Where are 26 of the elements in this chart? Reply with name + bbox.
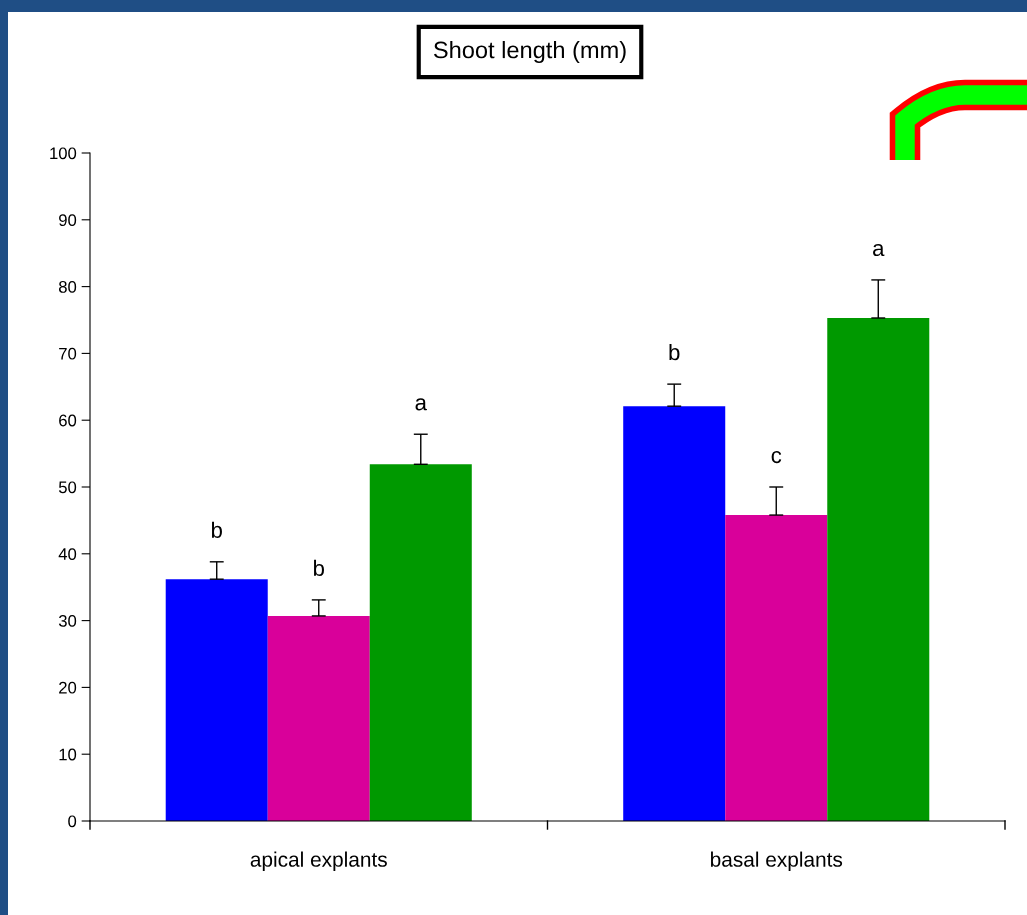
x-tick-label: basal explants — [711, 851, 843, 871]
y-tick-label: 30 — [58, 615, 77, 627]
bar — [623, 406, 726, 821]
x-tick-label: apical explants — [250, 851, 387, 871]
bar — [267, 615, 370, 821]
y-tick-label: 100 — [50, 147, 77, 160]
bar — [369, 464, 472, 821]
y-tick-label: 80 — [58, 281, 77, 293]
y-tick-label: 20 — [59, 681, 77, 694]
bar — [827, 318, 930, 821]
y-tick-label: 10 — [59, 748, 77, 761]
data-label: b — [314, 559, 324, 577]
bar — [165, 579, 268, 821]
data-label: c — [771, 450, 782, 464]
data-label: a — [873, 243, 885, 257]
data-label: b — [211, 521, 222, 538]
y-tick-label: 90 — [59, 214, 77, 226]
data-label: b — [669, 343, 680, 361]
y-tick-label: 40 — [58, 548, 77, 560]
bar — [725, 515, 828, 821]
y-tick-label: 60 — [59, 414, 77, 427]
chart-title: Shoot length (mm) — [433, 41, 626, 64]
y-tick-label: 0 — [68, 815, 77, 828]
data-label: a — [415, 398, 427, 411]
y-tick-label: 50 — [58, 481, 77, 494]
y-tick-label: 70 — [59, 347, 77, 360]
